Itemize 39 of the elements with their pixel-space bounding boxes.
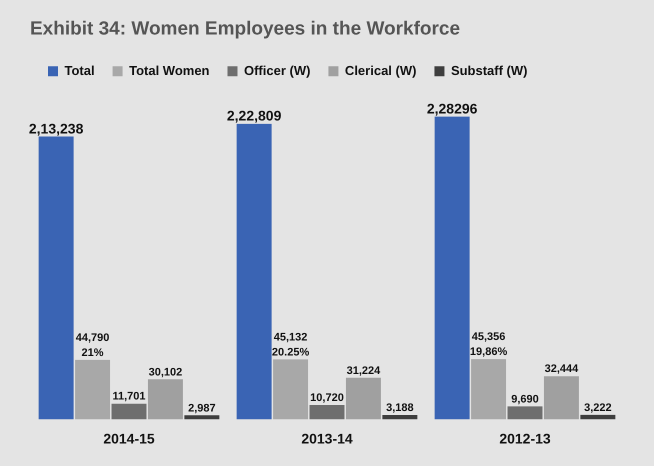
- data-label: 9,690: [511, 393, 539, 406]
- bar: [508, 406, 542, 420]
- bar: [346, 378, 381, 420]
- data-label: 2,987: [188, 402, 216, 414]
- bar: [236, 124, 272, 420]
- data-label: 45,132 20.25%: [272, 331, 310, 358]
- data-label: 11,701: [112, 390, 146, 403]
- legend-label: Total: [64, 62, 95, 78]
- chart-title: Exhibit 34: Women Employees in the Workforce: [30, 18, 460, 40]
- data-label: 2,13,238: [28, 120, 84, 136]
- data-label: 10,720: [310, 392, 344, 404]
- data-label: 3,222: [584, 402, 612, 414]
- data-label: 30,102: [148, 366, 182, 378]
- bar: [382, 414, 418, 420]
- bar: [112, 404, 146, 420]
- bar: [38, 136, 74, 420]
- data-label: 44,790 21%: [76, 332, 110, 359]
- x-tick-label: 2012-13: [499, 430, 551, 446]
- data-label: 32,444: [544, 363, 580, 376]
- data-label: 2,28296: [426, 100, 478, 116]
- x-tick-label: 2014-15: [103, 430, 155, 446]
- bar: [148, 379, 183, 420]
- bar: [310, 404, 344, 420]
- data-label: 3,188: [386, 402, 414, 414]
- bar: [471, 359, 506, 420]
- legend-label: Substaff (W): [450, 62, 528, 78]
- data-label: 31,224: [346, 364, 382, 377]
- data-label: 2,22,809: [226, 108, 282, 124]
- bar: [434, 116, 470, 420]
- x-tick-label: 2013-14: [301, 430, 353, 446]
- bar: [184, 415, 220, 420]
- legend-label: Officer (W): [244, 62, 310, 78]
- data-label: 45,356 19,86%: [470, 331, 508, 358]
- bar: [580, 414, 616, 420]
- bar: [273, 359, 308, 420]
- bar: [544, 376, 579, 420]
- bar: [75, 360, 110, 420]
- legend-label: Total Women: [129, 62, 210, 78]
- legend-label: Clerical (W): [344, 62, 416, 78]
